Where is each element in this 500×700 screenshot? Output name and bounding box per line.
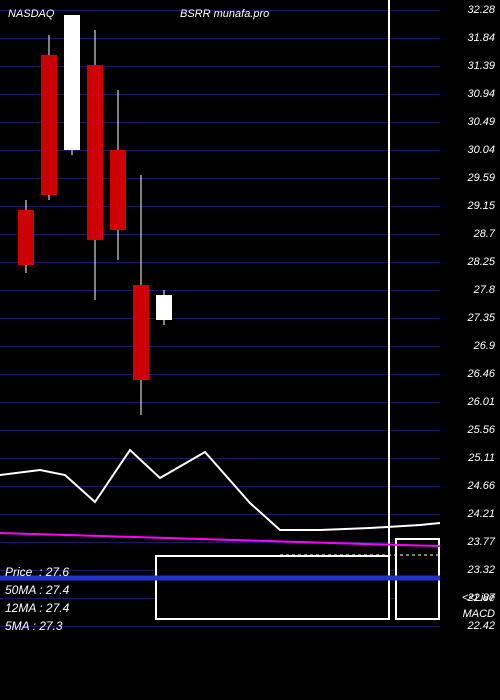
ma12-value: 27.4 [46, 601, 69, 615]
ma12-info: 12MA : 27.4 [5, 601, 69, 615]
live-indicator-label: <<Live [462, 592, 495, 604]
ticker-source-label: BSRR munafa.pro [180, 8, 269, 20]
macd-indicator-label: MACD [463, 608, 495, 620]
ma5-label: 5MA : [5, 619, 36, 633]
price-info: Price : 27.6 [5, 565, 69, 579]
ma50-value: 27.4 [46, 583, 69, 597]
ma12-label: 12MA : [5, 601, 43, 615]
ma50-info: 50MA : 27.4 [5, 583, 69, 597]
indicator-lines [0, 0, 500, 700]
price-value: 27.6 [46, 565, 69, 579]
ma5-value: 27.3 [39, 619, 62, 633]
price-label: Price [5, 565, 32, 579]
ma5-info: 5MA : 27.3 [5, 619, 63, 633]
magenta-ma-line [0, 533, 440, 546]
ma50-label: 50MA : [5, 583, 43, 597]
candlestick-chart: NASDAQ BSRR munafa.pro 32.2831.8431.3930… [0, 0, 500, 700]
white-price-line [0, 450, 440, 530]
exchange-label: NASDAQ [8, 8, 54, 20]
